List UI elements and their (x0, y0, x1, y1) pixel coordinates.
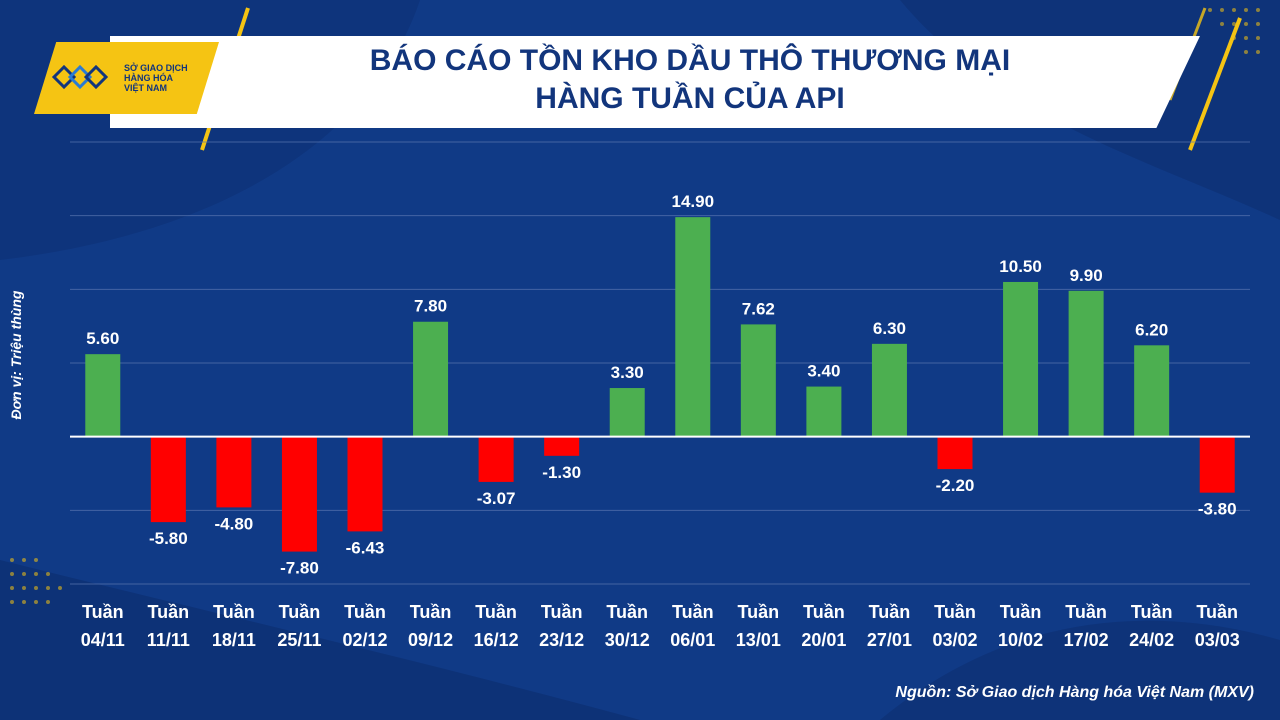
x-tick-label: 03/03 (1195, 630, 1240, 650)
data-label: 7.62 (742, 299, 775, 318)
bar (1134, 345, 1170, 437)
x-tick-label: 30/12 (605, 630, 650, 650)
bar (937, 436, 973, 470)
x-tick-label: Tuần (475, 602, 517, 622)
source-note: Nguồn: Sở Giao dịch Hàng hóa Việt Nam (M… (895, 684, 1254, 701)
x-tick-label: Tuần (147, 602, 189, 622)
bar (347, 436, 383, 532)
data-label: -6.43 (346, 538, 385, 557)
data-label: 10.50 (999, 257, 1042, 276)
data-label: 3.40 (807, 362, 840, 381)
bar (675, 217, 711, 437)
x-tick-label: 04/11 (81, 630, 125, 650)
bar (544, 436, 580, 456)
data-label: 3.30 (611, 363, 644, 382)
x-tick-label: Tuần (1000, 602, 1042, 622)
title-banner (110, 36, 1200, 128)
x-tick-label: 23/12 (539, 630, 584, 650)
bar (871, 343, 907, 437)
x-tick-label: Tuần (934, 602, 976, 622)
data-label: -1.30 (542, 463, 581, 482)
logo-line-1: SỞ GIAO DỊCH (124, 63, 188, 73)
data-label: -4.80 (215, 514, 254, 533)
data-label: 5.60 (86, 329, 119, 348)
bar (413, 321, 449, 437)
logo-icon (52, 64, 109, 90)
data-label: 6.30 (873, 319, 906, 338)
x-tick-label: 02/12 (342, 630, 387, 650)
x-tick-label: Tuần (410, 602, 452, 622)
x-tick-label: 18/11 (212, 630, 256, 650)
page-title: BÁO CÁO TỒN KHO DẦU THÔ THƯƠNG MẠI HÀNG … (240, 42, 1140, 118)
bar (150, 436, 186, 523)
x-tick-label: Tuần (1131, 602, 1173, 622)
title-line-1: BÁO CÁO TỒN KHO DẦU THÔ THƯƠNG MẠI (369, 44, 1011, 77)
logo-line-2: HÀNG HÓA (124, 73, 173, 83)
x-tick-label: Tuần (279, 602, 321, 622)
x-tick-label: Tuần (541, 602, 583, 622)
data-label: 14.90 (672, 192, 715, 211)
bar (216, 436, 252, 508)
data-label: -7.80 (280, 559, 319, 578)
data-label: 9.90 (1070, 266, 1103, 285)
x-tick-label: 11/11 (147, 630, 190, 650)
x-tick-label: 24/02 (1129, 630, 1174, 650)
x-tick-label: 03/02 (932, 630, 977, 650)
bar (85, 354, 121, 437)
x-tick-label: Tuần (82, 602, 124, 622)
x-tick-label: Tuần (1196, 602, 1238, 622)
bar (609, 388, 645, 437)
data-label: -2.20 (936, 476, 975, 495)
bar (806, 386, 842, 437)
x-tick-label: Tuần (344, 602, 386, 622)
x-tick-label: 16/12 (474, 630, 519, 650)
x-tick-label: 13/01 (736, 630, 781, 650)
x-tick-label: 25/11 (277, 630, 321, 650)
bar (1199, 436, 1235, 493)
data-label: -3.07 (477, 489, 516, 508)
x-tick-label: Tuần (672, 602, 714, 622)
x-tick-label: Tuần (1065, 602, 1107, 622)
x-tick-label: 20/01 (801, 630, 846, 650)
bar (1003, 281, 1039, 437)
x-tick-label: Tuần (606, 602, 648, 622)
x-tick-label: Tuần (869, 602, 911, 622)
x-tick-label: 06/01 (670, 630, 715, 650)
logo-text: SỞ GIAO DỊCH HÀNG HÓA VIỆT NAM (124, 63, 214, 93)
title-line-2: HÀNG TUẦN CỦA API (535, 82, 845, 115)
bar (478, 436, 514, 482)
x-tick-label: 09/12 (408, 630, 453, 650)
logo-background (34, 42, 219, 114)
data-label: 6.20 (1135, 320, 1168, 339)
bar (1068, 290, 1104, 437)
x-tick-label: Tuần (737, 602, 779, 622)
x-tick-label: 10/02 (998, 630, 1043, 650)
data-label: -5.80 (149, 529, 188, 548)
bar (740, 324, 776, 437)
data-label: 7.80 (414, 297, 447, 316)
x-tick-label: 27/01 (867, 630, 912, 650)
data-label: -3.80 (1198, 500, 1237, 519)
x-tick-label: Tuần (803, 602, 845, 622)
x-tick-label: Tuần (213, 602, 255, 622)
logo-line-3: VIỆT NAM (124, 83, 168, 93)
x-tick-label: 17/02 (1064, 630, 1109, 650)
bar (281, 436, 317, 552)
